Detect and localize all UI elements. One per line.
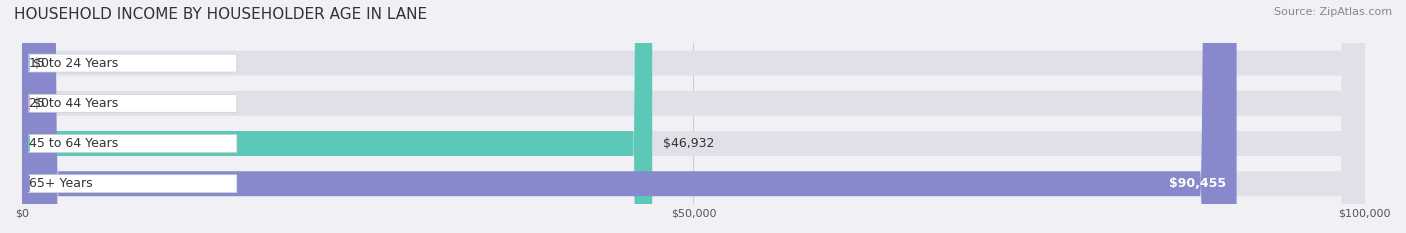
Text: $46,932: $46,932: [662, 137, 714, 150]
Text: 65+ Years: 65+ Years: [28, 177, 93, 190]
Text: $0: $0: [32, 57, 49, 70]
FancyBboxPatch shape: [22, 0, 1365, 233]
FancyBboxPatch shape: [22, 0, 1237, 233]
Text: Source: ZipAtlas.com: Source: ZipAtlas.com: [1274, 7, 1392, 17]
Text: HOUSEHOLD INCOME BY HOUSEHOLDER AGE IN LANE: HOUSEHOLD INCOME BY HOUSEHOLDER AGE IN L…: [14, 7, 427, 22]
FancyBboxPatch shape: [22, 0, 1365, 233]
Text: $0: $0: [32, 97, 49, 110]
FancyBboxPatch shape: [22, 0, 1365, 233]
Text: 25 to 44 Years: 25 to 44 Years: [28, 97, 118, 110]
FancyBboxPatch shape: [22, 0, 1365, 233]
FancyBboxPatch shape: [22, 0, 652, 233]
FancyBboxPatch shape: [28, 134, 236, 152]
Text: 45 to 64 Years: 45 to 64 Years: [28, 137, 118, 150]
Text: 15 to 24 Years: 15 to 24 Years: [28, 57, 118, 70]
FancyBboxPatch shape: [28, 175, 236, 193]
FancyBboxPatch shape: [28, 94, 236, 112]
FancyBboxPatch shape: [28, 54, 236, 72]
Text: $90,455: $90,455: [1168, 177, 1226, 190]
